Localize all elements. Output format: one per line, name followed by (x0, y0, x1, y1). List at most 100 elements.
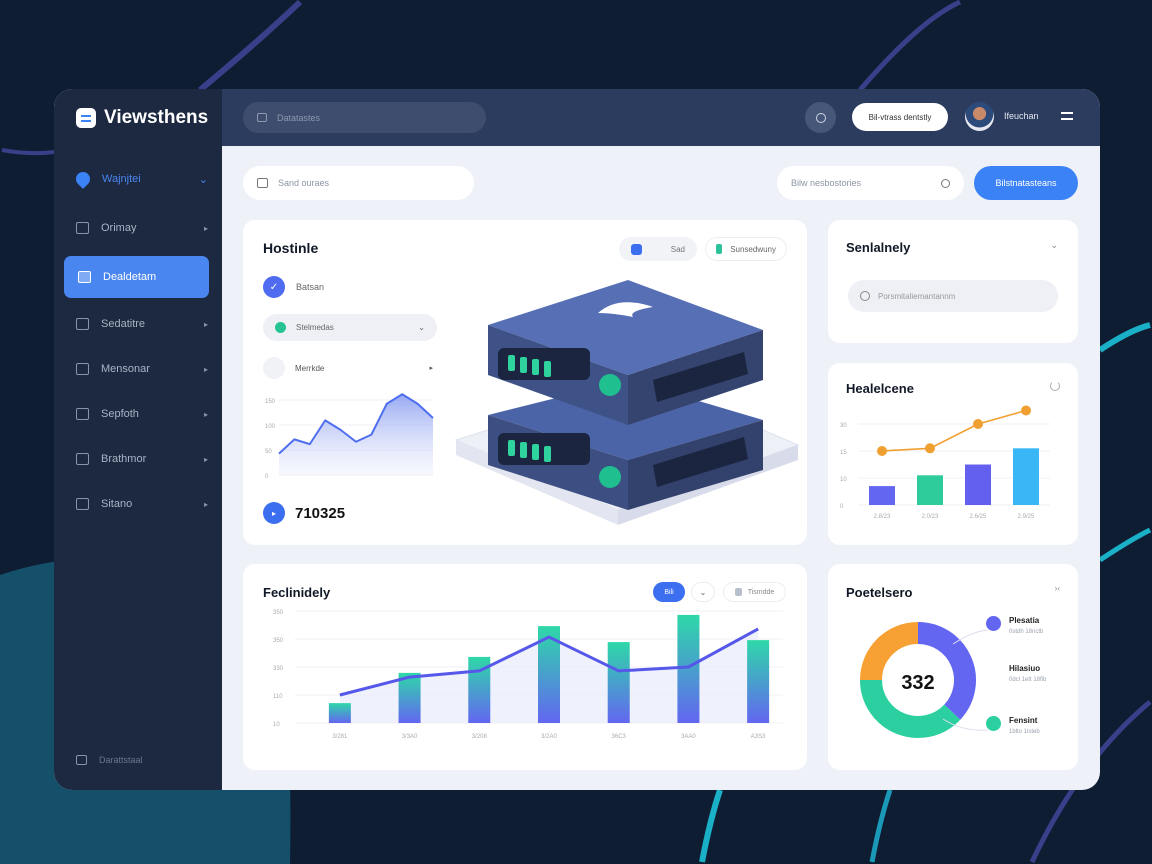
bar (328, 703, 351, 723)
sidebar-footer[interactable]: Darattstaal (76, 748, 208, 772)
app-name: Viewsthens (104, 107, 209, 128)
bar (965, 464, 991, 505)
chip-filter-label: Tismdde (747, 588, 775, 596)
top-action-button[interactable]: Bil-vtrass dentstly (852, 103, 948, 131)
chip-filter[interactable]: Tismdde (723, 582, 786, 602)
tick-label: 10 (840, 477, 847, 483)
refresh-icon[interactable] (1050, 381, 1060, 391)
bar (677, 614, 700, 723)
line-point (877, 446, 887, 456)
chevron-right-icon: ▸ (203, 223, 208, 233)
play-icon[interactable]: ▸ (263, 502, 285, 524)
sidebar-item-3[interactable]: Mensonar ▸ (76, 357, 208, 381)
menu-icon[interactable] (1061, 112, 1073, 120)
sidebar-item-0[interactable]: Orimay ▸ (76, 216, 208, 240)
bar (869, 486, 895, 505)
total-value: 710325 (295, 504, 346, 522)
chevron-down-icon[interactable]: ⌄ (691, 582, 715, 602)
chip-active[interactable]: Bili (653, 582, 685, 602)
check-icon: ✓ (263, 276, 285, 298)
sidebar-item-label: Orimay (101, 222, 137, 234)
legend-label: Fensint (1009, 716, 1038, 725)
legend-sub: 0stdh 18nctb (1009, 629, 1044, 635)
top-search-input[interactable]: Datatastes (243, 102, 486, 133)
bar-line-title: Healelcene (846, 381, 914, 396)
chevron-right-icon: ▸ (203, 409, 208, 419)
line-series (339, 627, 759, 697)
bar (538, 626, 560, 723)
sidebar-item-label: Sitano (101, 498, 133, 510)
filter-search-input[interactable]: Bilw nesbostories (777, 166, 964, 200)
expand-icon[interactable]: ›‹ (1054, 584, 1060, 593)
legend-dot (986, 664, 1001, 679)
circle-icon (815, 112, 826, 123)
search-card: Senlalnely ⌄ Porsmitaliemantannm (828, 220, 1078, 343)
chip-status[interactable]: Sunsedwuny (705, 237, 787, 261)
option-row[interactable]: Merrkde ▸ (263, 357, 433, 379)
legend-item: Plesatia 0stdh 18nctb (986, 616, 1043, 635)
search-icon (941, 178, 950, 188)
x-label: 3/281 (332, 734, 348, 740)
x-label: 36C3 (612, 734, 627, 740)
sidebar-item-label: Sepfoth (101, 408, 139, 420)
bar (607, 642, 630, 723)
x-label: 2.6/25 (970, 514, 987, 520)
chevron-down-icon: ⌄ (198, 173, 208, 186)
chevron-right-icon: ▸ (203, 499, 208, 509)
tick-label: 50 (265, 449, 272, 455)
monitor-icon (76, 318, 89, 330)
legend-label: Plesatia (1009, 616, 1040, 625)
x-label: 3AA0 (681, 734, 696, 740)
sidebar-item-2[interactable]: Sedatitre ▸ (76, 312, 208, 336)
x-label: 3/208 (472, 734, 488, 740)
x-label: 2.0/23 (922, 514, 939, 520)
tick-label: 350 (273, 638, 284, 644)
status-select[interactable]: Stelmedas ⌄ (263, 314, 437, 341)
notification-button[interactable] (805, 102, 836, 133)
bar (398, 672, 421, 723)
logo-icon (76, 108, 96, 128)
search-icon (860, 291, 870, 301)
bar-line-card: Healelcene 0 10 15 30 2.8/23 2.0/23 2.6/25 2.9/… (828, 363, 1078, 545)
search-card-title: Senlalnely (846, 240, 911, 255)
combo-chart: 10 110 330 350 350 3/281 3/3A0 3/208 3/2A0 36C3 3A… (273, 610, 783, 740)
message-icon (76, 453, 89, 465)
donut-slice (860, 679, 961, 738)
top-search-placeholder: Datatastes (277, 112, 321, 123)
server-illustration (454, 280, 800, 525)
sidebar-item-5[interactable]: Brathmor ▸ (76, 447, 208, 471)
line-point (1021, 405, 1031, 416)
sidebar-section-toggle[interactable]: Wajnjtei ⌄ (73, 167, 208, 191)
chip-sad[interactable]: Sad (619, 237, 697, 261)
calendar-icon (257, 113, 267, 122)
connector (952, 629, 989, 645)
search-card-input[interactable]: Porsmitaliemantannm (848, 280, 1058, 312)
dot-icon (263, 357, 285, 379)
tick-label: 350 (273, 610, 284, 616)
sidebar-item-4[interactable]: Sepfoth ▸ (76, 402, 208, 426)
tick-label: 30 (840, 423, 847, 429)
status-square-icon (716, 244, 723, 254)
tick-label: 15 (840, 450, 847, 456)
tick-label: 100 (265, 424, 276, 430)
collapse-icon[interactable]: ⌄ (1050, 240, 1058, 250)
tick-label: 330 (273, 666, 284, 672)
main-search-placeholder: Sand ouraes (278, 178, 330, 188)
primary-button[interactable]: Bilstnatasteans (974, 166, 1078, 200)
legend-dot (986, 716, 1001, 731)
donut-center-value: 332 (901, 672, 935, 694)
legend-label: Hilasiuo (1009, 664, 1041, 673)
main-search-input[interactable]: Sand ouraes (243, 166, 474, 200)
user-avatar[interactable] (965, 102, 994, 131)
chart-icon (76, 222, 89, 234)
area-chart: 0 50 100 150 (265, 393, 434, 480)
sidebar-item-6[interactable]: Sitano ▸ (76, 492, 208, 516)
x-label: 2.9/25 (1018, 514, 1035, 520)
legend-item: Hilasiuo 0dcl 1ett 18fib (986, 664, 1046, 683)
chevron-right-icon: ▸ (203, 454, 208, 464)
legend-sub: 0dcl 1ett 18fib (1009, 677, 1047, 683)
app-logo: Viewsthens (76, 107, 208, 129)
line-point (925, 443, 935, 454)
check-row[interactable]: ✓ Batsan (263, 276, 324, 298)
sidebar-item-1[interactable]: Dealdetam (64, 256, 209, 298)
